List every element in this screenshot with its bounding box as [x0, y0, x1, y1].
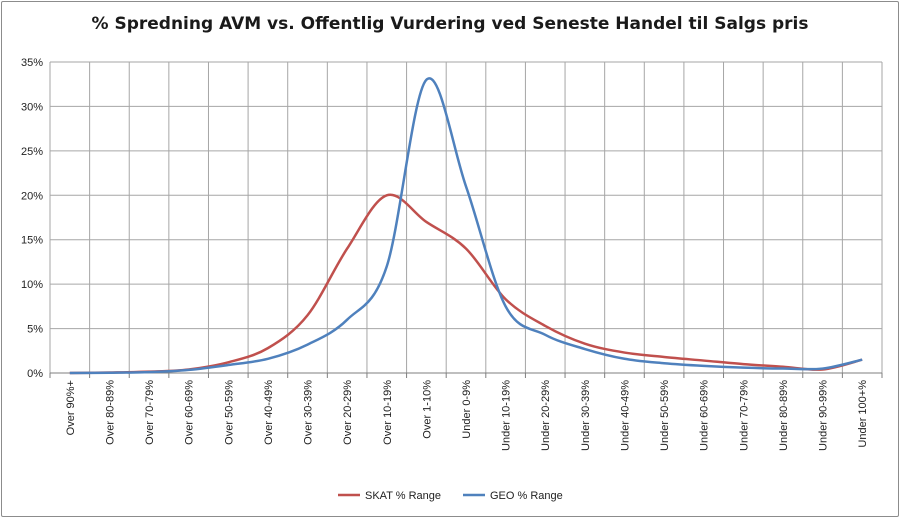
grid-lines: [49, 61, 883, 378]
y-axis-ticks: 0% 5% 10% 15% 20% 25% 30% 35%: [21, 57, 43, 380]
series-line-geo: [69, 77, 863, 375]
x-tick-label: Under 40-49%: [619, 380, 631, 451]
series-lines: [69, 77, 863, 375]
x-tick-label: Under 70-79%: [738, 380, 750, 451]
x-tick-label: Under 10-19%: [501, 380, 513, 451]
x-tick-label: Over 1-10%: [421, 380, 433, 439]
x-tick-label: Under 20-29%: [540, 380, 552, 451]
x-tick-label: Over 90%+: [65, 380, 77, 435]
y-tick-label: 15%: [21, 235, 43, 247]
x-tick-label: Under 0-9%: [461, 380, 473, 439]
x-tick-label: Under 30-39%: [580, 380, 592, 451]
x-tick-label: Over 40-49%: [263, 380, 275, 445]
x-tick-label: Under 100+%: [857, 380, 869, 448]
y-tick-label: 30%: [21, 101, 43, 113]
x-tick-label: Under 60-69%: [699, 380, 711, 451]
legend-label: SKAT % Range: [365, 490, 441, 502]
x-tick-label: Over 50-59%: [223, 380, 235, 445]
legend-label: GEO % Range: [490, 490, 563, 502]
x-tick-label: Over 20-29%: [342, 380, 354, 445]
x-tick-label: Over 70-79%: [144, 380, 156, 445]
x-tick-label: Under 90-99%: [818, 380, 830, 451]
y-tick-label: 20%: [21, 190, 43, 202]
x-tick-label: Over 80-89%: [104, 380, 116, 445]
y-tick-label: 35%: [21, 57, 43, 69]
x-tick-label: Over 30-39%: [303, 380, 315, 445]
x-tick-label: Under 50-59%: [659, 380, 671, 451]
x-tick-label: Under 80-89%: [778, 380, 790, 451]
x-tick-label: Over 60-69%: [184, 380, 196, 445]
y-tick-label: 5%: [27, 324, 43, 336]
chart-title: % Spredning AVM vs. Offentlig Vurdering …: [91, 14, 809, 34]
legend: SKAT % Range GEO % Range: [338, 490, 563, 502]
y-tick-label: 10%: [21, 279, 43, 291]
y-tick-label: 25%: [21, 146, 43, 158]
x-tick-label: Over 10-19%: [382, 380, 394, 445]
x-axis-ticks: Over 90%+ Over 80-89% Over 70-79% Over 60-6…: [65, 380, 869, 451]
y-tick-label: 0%: [27, 368, 43, 380]
